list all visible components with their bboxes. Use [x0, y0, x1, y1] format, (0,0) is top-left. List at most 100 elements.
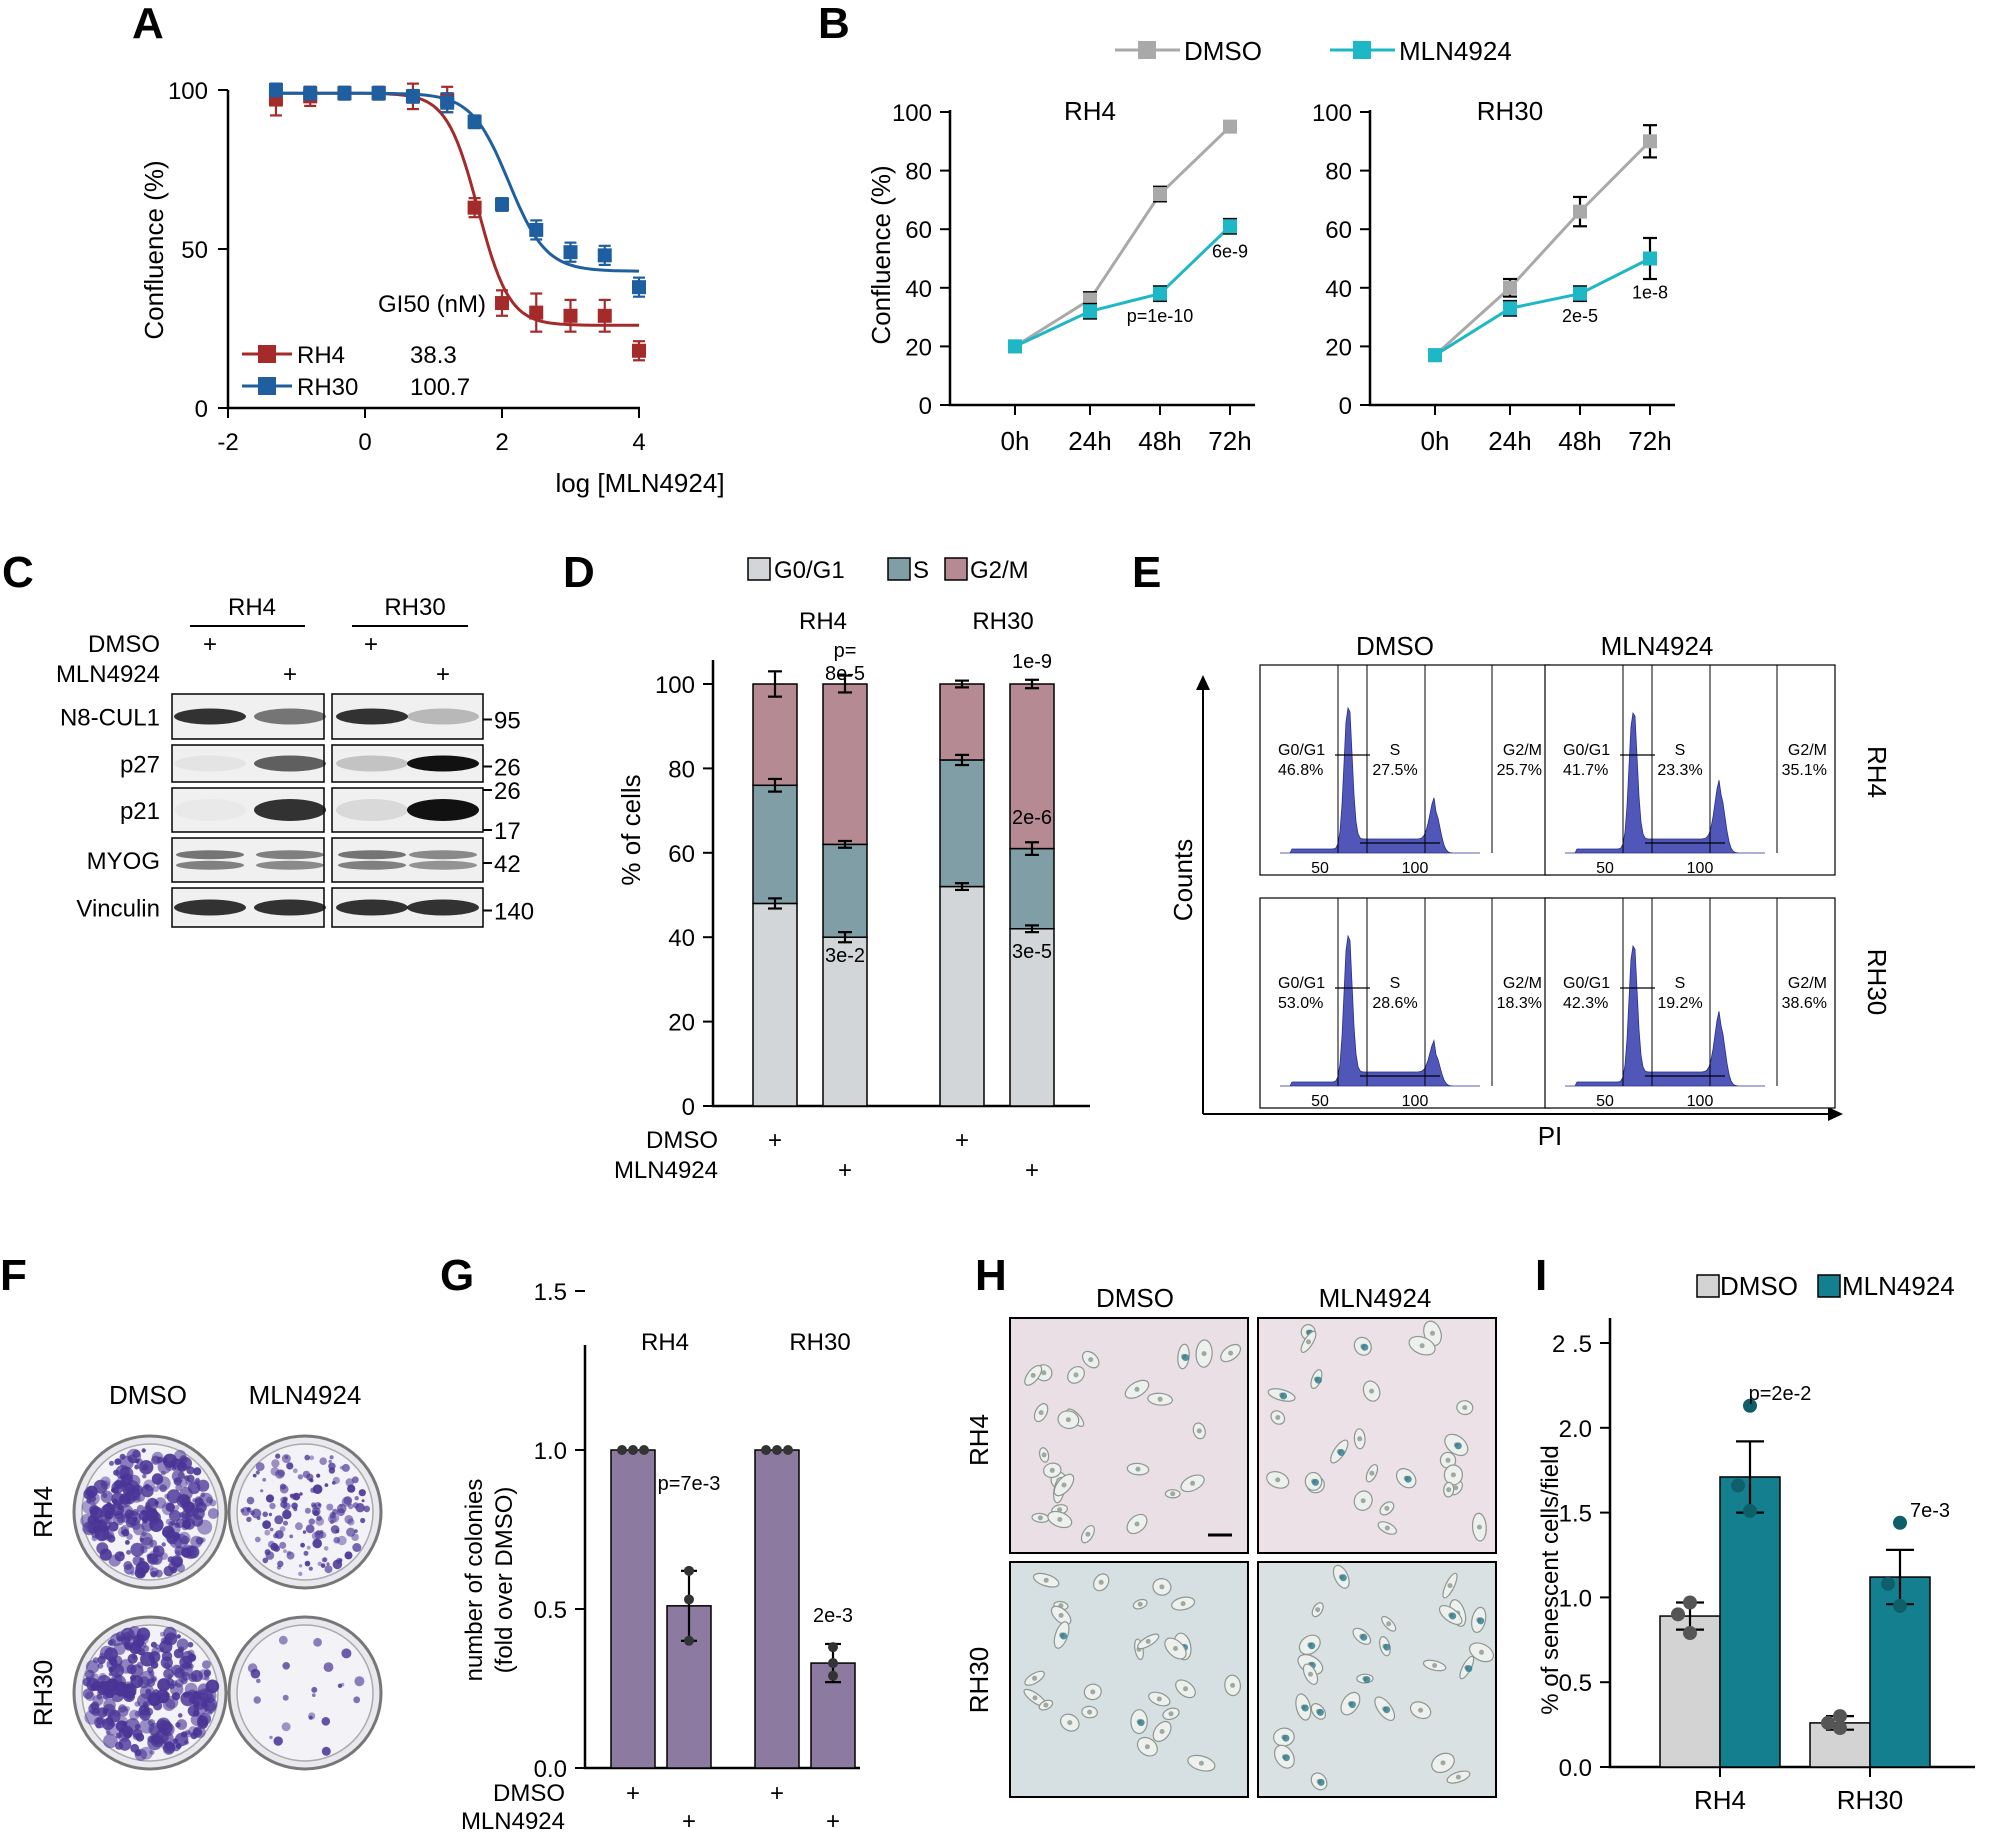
colony — [351, 1476, 359, 1484]
colony — [124, 1509, 135, 1519]
colony — [324, 1483, 329, 1487]
micro-row-rh4: RH4 — [964, 1414, 994, 1466]
colony — [175, 1550, 181, 1556]
senescence-stain — [1317, 1778, 1325, 1786]
data-point-dmso — [1223, 119, 1237, 134]
legend-swatch-g0g1 — [747, 557, 771, 581]
legend-marker-rh30 — [258, 377, 276, 395]
colony — [312, 1693, 316, 1697]
cell-nucleus — [1462, 1405, 1468, 1411]
blot-band — [254, 708, 326, 725]
colony — [174, 1522, 180, 1528]
colony — [85, 1485, 98, 1498]
colony — [185, 1730, 192, 1738]
x-tick-label: 48h — [1138, 426, 1181, 456]
cell-nucleus — [1447, 1583, 1453, 1589]
panel-d-ylabel: % of cells — [616, 774, 646, 885]
cell-nucleus — [1386, 1621, 1392, 1627]
colony — [136, 1627, 151, 1641]
colony — [203, 1669, 212, 1677]
panel-d-legend-g2m: G2/M — [970, 557, 1029, 584]
colony — [297, 1474, 304, 1480]
colony — [275, 1453, 281, 1459]
colony — [323, 1546, 329, 1551]
colony — [188, 1726, 199, 1737]
colony — [178, 1494, 191, 1507]
x-tick-label: 2 — [495, 429, 508, 456]
colony — [311, 1507, 321, 1516]
panel-d-cell-cycle-bars: G0/G1 S G2/M RH4 RH30 % of cells DMSO ML… — [614, 557, 1090, 1184]
colony — [176, 1634, 181, 1639]
senescence-stain — [1060, 1632, 1068, 1640]
gate-label-s: S — [1675, 742, 1686, 759]
colony — [184, 1502, 199, 1518]
flow-x-tick: 100 — [1687, 1093, 1714, 1110]
panel-a-xlabel: log [MLN4924] — [555, 468, 724, 498]
cell-nucleus — [1145, 1638, 1151, 1644]
blot-row-dmso: DMSO — [88, 631, 160, 658]
flow-x-tick: 50 — [1311, 1093, 1329, 1110]
colony — [354, 1529, 358, 1533]
stacked-bar-segment — [752, 902, 798, 1107]
colony — [118, 1716, 128, 1727]
blot-band — [407, 708, 479, 725]
colony — [341, 1648, 352, 1659]
colony — [352, 1502, 359, 1509]
colony — [299, 1492, 303, 1496]
colony — [262, 1477, 267, 1482]
blot-band — [254, 899, 326, 916]
p-value-annotation: p=7e-3 — [658, 1473, 721, 1495]
colony — [96, 1693, 103, 1700]
colony — [153, 1546, 160, 1553]
replicate-point — [828, 1642, 838, 1653]
panel-label-f: F — [0, 1251, 27, 1300]
colony — [135, 1733, 145, 1742]
subplot-rh30: RH30 0 20 40 60 80 100 0h 24h 48h 72h 2e-5 1e-8 — [1312, 96, 1675, 456]
colony — [142, 1645, 150, 1652]
colony — [208, 1710, 213, 1715]
series-line-mln4924 — [1434, 257, 1651, 357]
p-value-annotation: p= — [834, 640, 857, 662]
colony — [173, 1648, 184, 1659]
flow-y-axis-label: Counts — [1168, 839, 1198, 921]
colony — [128, 1454, 138, 1464]
senescence-stain — [1314, 1376, 1322, 1384]
flow-col-mln4924: MLN4924 — [1601, 631, 1714, 661]
colony — [264, 1549, 271, 1556]
colony — [82, 1688, 94, 1700]
colony — [203, 1701, 217, 1714]
colony — [333, 1536, 341, 1544]
colony — [103, 1733, 118, 1749]
gate-label-g0g1: G0/G1 — [1563, 742, 1610, 759]
colony — [254, 1536, 261, 1543]
cell-nucleus — [1090, 1689, 1096, 1695]
replicate-point — [639, 1445, 649, 1455]
cell-nucleus — [1275, 1477, 1281, 1483]
gate-percent-s: 19.2% — [1657, 995, 1702, 1012]
p-value-annotation: 7e-3 — [1910, 1500, 1950, 1522]
data-point-mln4924 — [1573, 286, 1587, 301]
gate-percent-g0g1: 46.8% — [1278, 762, 1323, 779]
bar — [754, 1449, 800, 1769]
panel-d-row-dmso: DMSO — [646, 1127, 718, 1154]
data-point-dmso — [1503, 280, 1517, 295]
colony — [118, 1659, 134, 1674]
y-tick-label: 0.5 — [1559, 1670, 1592, 1697]
micro-col-mln4924: MLN4924 — [1319, 1283, 1432, 1313]
colony — [91, 1535, 98, 1542]
panel-g-colony-quantification: RH4 RH30 number of colonies (fold over D… — [461, 1279, 860, 1834]
colony — [305, 1524, 315, 1534]
colony — [262, 1520, 271, 1529]
blot-band-label: MYOG — [87, 848, 160, 875]
data-point-rh30 — [597, 248, 612, 263]
panel-i-senescence-quantification: DMSO MLN4924 % of senescent cells/field … — [1537, 1271, 1975, 1815]
gate-percent-g0g1: 42.3% — [1563, 995, 1608, 1012]
colony — [264, 1529, 271, 1536]
flow-histogram-rh4-mln4924: G0/G1 41.7% S 23.3% G2/M 35.1% 50 100 — [1544, 664, 1836, 877]
colony — [255, 1470, 260, 1475]
senescence-stain — [1477, 1617, 1485, 1625]
flow-x-tick: 50 — [1596, 860, 1614, 877]
colony — [143, 1706, 149, 1712]
blot-plus: + — [203, 631, 217, 658]
subplot-title: RH4 — [1064, 96, 1116, 126]
